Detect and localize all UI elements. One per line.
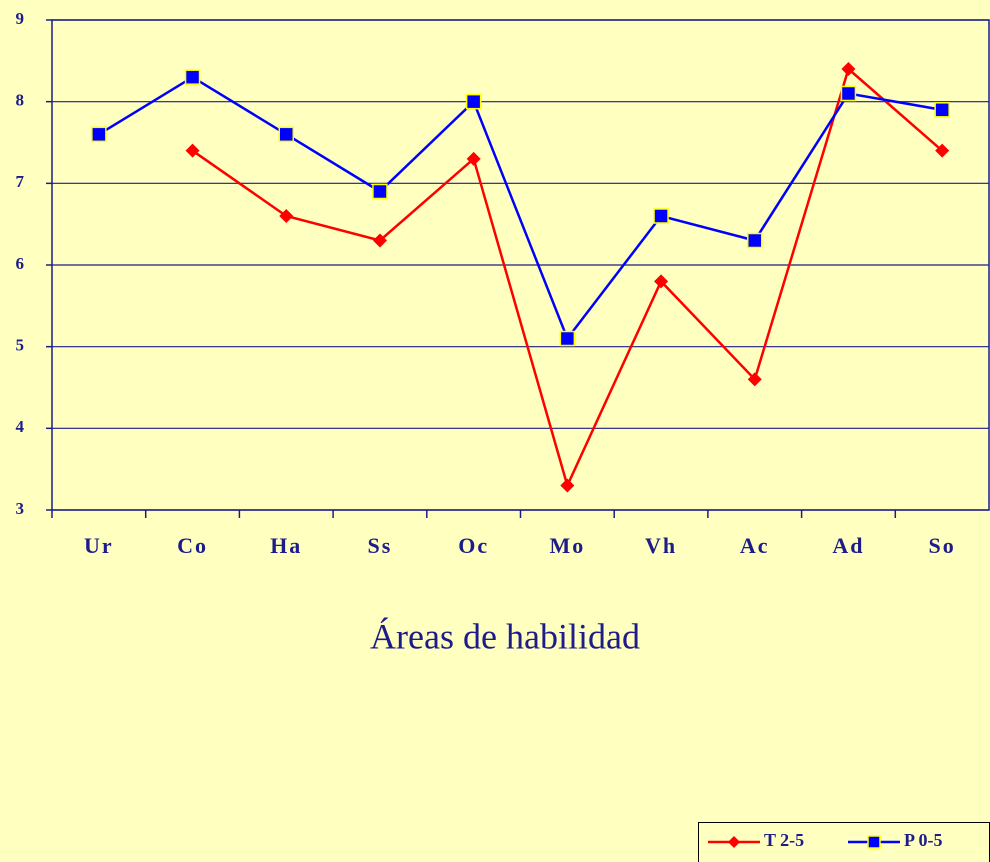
marker	[279, 209, 294, 223]
marker	[867, 835, 881, 849]
x-tick-label: Vh	[645, 533, 677, 558]
x-tick-label: Co	[177, 533, 208, 558]
y-tick-label: 7	[16, 172, 25, 191]
y-tick-label: 6	[16, 254, 25, 273]
x-tick-label: So	[929, 533, 956, 558]
marker	[728, 836, 740, 848]
x-tick-label: Oc	[458, 533, 489, 558]
marker	[466, 151, 481, 166]
y-tick-label: 3	[16, 499, 25, 518]
x-tick-label: Ad	[832, 533, 864, 558]
marker	[372, 183, 388, 200]
marker	[653, 208, 669, 224]
x-axis-label: Áreas de habilidad	[370, 616, 640, 656]
marker	[747, 232, 763, 249]
legend-label: P 0-5	[904, 830, 943, 850]
marker	[654, 274, 669, 289]
marker	[934, 102, 950, 118]
marker	[91, 126, 107, 143]
x-tick-label: Ac	[740, 533, 770, 558]
marker	[185, 143, 200, 158]
marker	[840, 85, 857, 102]
y-tick-label: 5	[16, 336, 25, 355]
x-tick-label: Ss	[368, 533, 393, 558]
y-tick-label: 9	[16, 9, 25, 28]
marker	[184, 69, 201, 85]
marker	[278, 126, 294, 143]
marker	[559, 330, 576, 347]
marker	[372, 233, 387, 248]
x-tick-label: Ur	[84, 533, 114, 558]
marker	[841, 62, 856, 76]
series-line	[98, 75, 943, 342]
marker	[465, 93, 482, 110]
legend-label: T 2-5	[764, 830, 804, 850]
y-tick-label: 4	[16, 417, 25, 436]
marker	[935, 143, 950, 158]
y-tick-label: 8	[16, 91, 25, 110]
x-tick-label: Mo	[549, 533, 585, 558]
marker	[747, 372, 762, 387]
x-tick-label: Ha	[270, 533, 302, 558]
marker	[560, 478, 575, 493]
